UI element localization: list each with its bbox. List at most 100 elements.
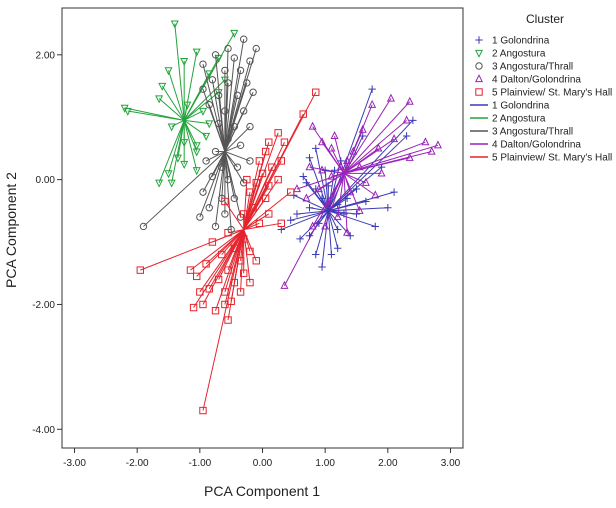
axes-layer: -3.00 -2.00 -1.00 0.00 1.00 2.00 3.00 2.00 0.00 -…: [32, 50, 460, 469]
data-point: [211, 306, 220, 315]
y-tick-label: 2.00: [36, 50, 56, 61]
data-point: [255, 219, 264, 228]
data-point: [224, 44, 232, 53]
data-point: [199, 300, 207, 309]
data-point: [355, 162, 364, 171]
data-point: [221, 300, 229, 309]
cluster-spoke: [208, 104, 226, 152]
cluster-spoke: [211, 79, 226, 152]
data-point: [330, 131, 339, 140]
data-point: [312, 250, 320, 259]
cluster-spoke: [224, 151, 232, 230]
data-point: [249, 204, 257, 212]
data-point: [305, 154, 314, 162]
cluster-spoke: [143, 151, 226, 227]
cluster-spoke: [224, 126, 251, 152]
data-point: [205, 70, 214, 79]
data-point: [233, 91, 242, 100]
data-point: [167, 123, 176, 132]
data-point: [333, 212, 342, 221]
data-point: [258, 169, 267, 178]
data-point: [318, 165, 327, 174]
data-point: [280, 280, 289, 289]
cluster-spoke: [343, 119, 407, 174]
data-point: [368, 99, 377, 108]
data-point: [302, 193, 311, 202]
cluster-spoke: [243, 229, 257, 261]
data-point: [277, 157, 285, 165]
data-point: [296, 235, 304, 243]
cluster-spoke: [199, 229, 245, 293]
data-point: [349, 146, 358, 155]
data-point: [390, 188, 398, 196]
legend-marker: [475, 62, 483, 70]
y-axis-title: PCA Component 2: [3, 172, 19, 288]
data-point: [324, 182, 332, 190]
data-point: [261, 147, 270, 156]
data-point: [390, 134, 399, 143]
cluster-spoke: [309, 207, 329, 212]
data-point: [221, 288, 229, 296]
data-point: [221, 107, 229, 115]
data-point: [246, 247, 254, 256]
cluster-spoke: [183, 120, 198, 152]
data-point: [243, 79, 251, 87]
data-point: [136, 266, 145, 274]
data-point: [333, 244, 342, 252]
data-point: [359, 132, 367, 140]
data-point: [318, 194, 326, 203]
data-point: [409, 116, 417, 125]
data-point: [139, 222, 148, 231]
data-point: [230, 194, 239, 203]
data-point: [205, 120, 214, 129]
cluster-spoke: [184, 119, 210, 124]
cluster-spoke: [215, 229, 245, 311]
cluster-spoke: [343, 101, 411, 174]
data-point: [240, 35, 248, 43]
cluster-spoke: [343, 160, 348, 174]
cluster-spoke: [343, 173, 348, 233]
data-point: [214, 119, 223, 128]
data-point: [252, 257, 260, 265]
cluster-spoke: [302, 176, 329, 212]
data-point: [236, 66, 245, 75]
y-tick-label: -4.00: [32, 425, 55, 436]
data-point: [180, 57, 189, 66]
data-point: [240, 235, 248, 243]
cluster-spoke: [224, 110, 245, 152]
cluster-spoke: [202, 151, 226, 193]
data-point: [330, 166, 339, 174]
data-point: [268, 163, 276, 171]
data-point: [405, 96, 414, 105]
cluster-spoke: [224, 126, 235, 152]
cluster-spoke: [208, 151, 226, 208]
data-point: [167, 179, 176, 188]
data-point: [318, 263, 326, 271]
data-point: [249, 88, 257, 96]
legend-label: 1 Golondrina: [492, 36, 550, 47]
data-point: [192, 142, 201, 151]
cluster-spoke: [328, 204, 338, 212]
data-point: [199, 60, 207, 68]
legend-marker: [474, 49, 484, 58]
data-point: [230, 244, 239, 252]
data-point: [302, 179, 311, 187]
data-point: [246, 57, 254, 65]
data-point: [386, 93, 395, 102]
data-point: [299, 172, 307, 181]
cluster-spoke: [321, 141, 345, 174]
data-point: [299, 110, 307, 118]
cluster-spoke: [343, 172, 367, 184]
data-point: [261, 194, 270, 203]
data-point: [214, 91, 223, 100]
data-point: [236, 141, 245, 150]
cluster-spoke: [328, 210, 376, 227]
data-point: [405, 152, 414, 161]
data-point: [336, 162, 345, 171]
data-point: [286, 216, 295, 224]
data-point: [240, 107, 248, 115]
data-point: [186, 266, 195, 274]
data-point: [362, 197, 370, 206]
data-point: [368, 85, 376, 93]
data-point: [233, 163, 242, 171]
